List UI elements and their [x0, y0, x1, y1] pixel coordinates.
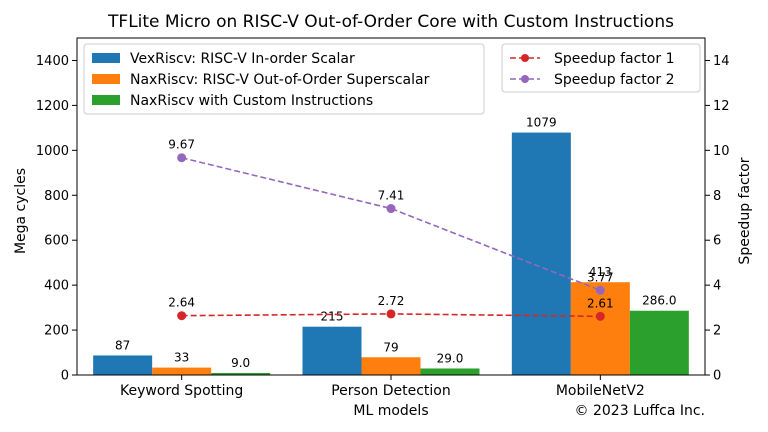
legend-label: NaxRiscv with Custom Instructions — [130, 93, 373, 109]
y-axis-label: Mega cycles — [13, 168, 29, 254]
y-tick-label: 800 — [44, 189, 69, 204]
speedup-data-label: 2.64 — [168, 296, 195, 310]
legend-swatch — [92, 53, 120, 63]
bar-data-label: 286.0 — [642, 294, 676, 308]
y-tick-label: 1200 — [36, 99, 69, 114]
speedup-point — [386, 309, 396, 319]
bar — [511, 132, 571, 375]
y2-tick-label: 8 — [713, 189, 721, 204]
legend-marker — [521, 75, 529, 83]
bar-data-label: 9.0 — [231, 356, 250, 370]
x-tick-label: Keyword Spotting — [120, 383, 243, 399]
speedup-point — [177, 153, 187, 163]
legend-box-bars — [83, 43, 485, 115]
y2-tick-label: 14 — [713, 54, 730, 69]
y2-axis-label: Speedup factor — [737, 157, 753, 264]
y2-tick-label: 10 — [713, 144, 730, 159]
speedup-data-label: 7.41 — [378, 189, 405, 203]
y-tick-label: 1000 — [36, 144, 69, 159]
legend-label: VexRiscv: RISC-V In-order Scalar — [130, 51, 355, 67]
bar-data-label: 33 — [174, 351, 189, 365]
bar — [570, 282, 630, 375]
bar — [629, 310, 689, 375]
axes-layer: 0 200 400 600 800 1000 1200 1400 0 2 4 6 8 10 12 14 Keyw… — [36, 37, 730, 399]
legend-label: Speedup factor 1 — [554, 51, 674, 67]
speedup-data-label: 2.72 — [378, 294, 405, 308]
y-tick-label: 1400 — [36, 54, 69, 69]
legend-box-lines — [501, 43, 701, 93]
bar-data-label: 413 — [589, 265, 612, 279]
y-tick-label: 0 — [61, 369, 69, 384]
y2-tick-label: 12 — [713, 99, 730, 114]
y2-tick-label: 6 — [713, 234, 721, 249]
lines-layer: 2.64 2.72 2.61 9.67 7.41 3.77 — [168, 138, 614, 321]
bar-data-label: 29.0 — [437, 351, 464, 365]
x-tick-label: MobileNetV2 — [556, 383, 645, 399]
legend-swatch — [92, 95, 120, 105]
x-axis-label: ML models — [353, 403, 428, 419]
bar-data-label: 79 — [383, 340, 398, 354]
speedup-line — [181, 156, 601, 292]
bar-data-label: 1079 — [526, 116, 557, 130]
speedup-data-label: 9.67 — [168, 138, 195, 152]
y-tick-label: 600 — [44, 234, 69, 249]
bar — [420, 368, 480, 375]
speedup-data-label: 2.61 — [587, 296, 614, 310]
x-tick-label: Person Detection — [331, 383, 451, 399]
speedup-data-label: 3.77 — [587, 270, 614, 284]
legend-marker — [521, 54, 529, 62]
speedup-point — [595, 285, 605, 295]
bar — [361, 357, 421, 375]
speedup-point — [177, 311, 187, 321]
y2-tick-label: 4 — [713, 279, 721, 294]
bar — [302, 326, 362, 375]
bar — [93, 355, 153, 375]
plot-frame — [76, 37, 706, 376]
chart-title: TFLite Micro on RISC-V Out-of-Order Core… — [107, 12, 674, 32]
y-tick-label: 400 — [44, 279, 69, 294]
bar-data-label: 87 — [115, 338, 130, 352]
copyright-credit: © 2023 Luffca Inc. — [575, 403, 705, 419]
y2-tick-label: 2 — [713, 324, 721, 339]
legend-label: Speedup factor 2 — [554, 72, 674, 88]
y-tick-label: 200 — [44, 324, 69, 339]
legend-label: NaxRiscv: RISC-V Out-of-Order Superscala… — [130, 72, 430, 88]
bar — [152, 367, 212, 375]
speedup-point — [595, 311, 605, 321]
legend-swatch — [92, 74, 120, 84]
bar-data-label: 215 — [321, 310, 344, 324]
bars-layer: 87 215 1079 33 79 413 9.0 29.0 286.0 — [93, 116, 689, 375]
bar — [211, 372, 271, 375]
speedup-point — [386, 204, 396, 214]
y2-tick-label: 0 — [713, 369, 721, 384]
legend-layer: VexRiscv: RISC-V In-order Scalar NaxRiscv… — [83, 43, 701, 115]
